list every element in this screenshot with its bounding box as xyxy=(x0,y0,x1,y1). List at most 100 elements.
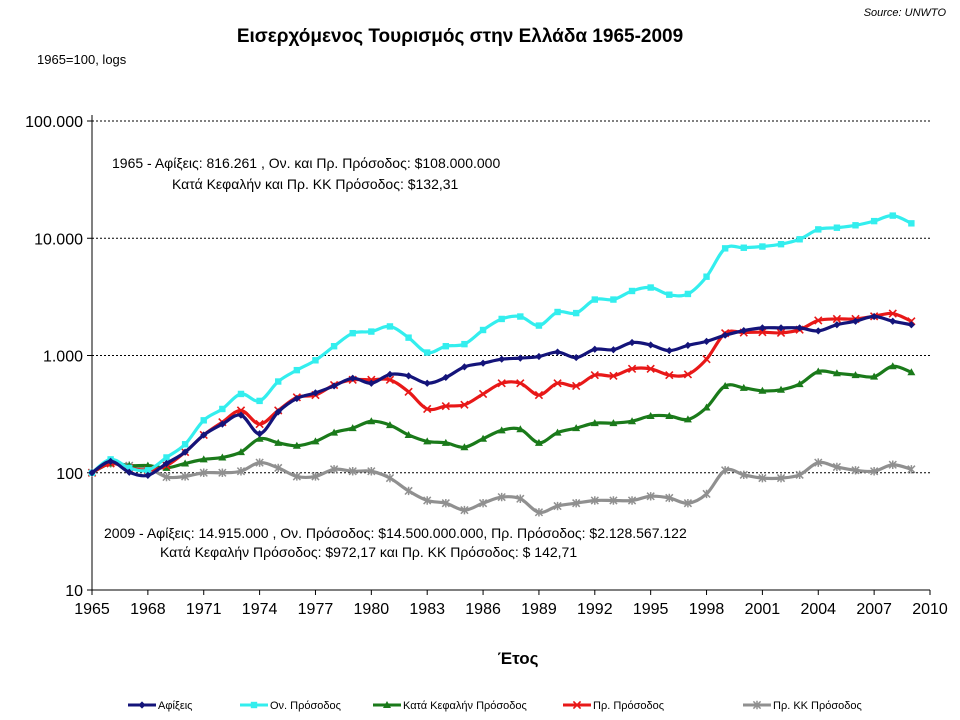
data-point xyxy=(758,386,767,394)
data-point xyxy=(236,406,246,415)
data-point xyxy=(181,448,189,456)
scale-note: 1965=100, logs xyxy=(37,52,127,67)
data-point xyxy=(516,354,524,362)
data-point xyxy=(478,389,488,399)
data-point xyxy=(423,404,432,414)
data-point xyxy=(126,464,133,472)
data-point xyxy=(646,411,655,419)
data-point xyxy=(143,461,152,469)
data-point xyxy=(683,370,693,379)
data-point xyxy=(312,357,319,364)
data-point xyxy=(516,425,525,433)
data-point xyxy=(758,328,767,337)
data-point xyxy=(572,353,580,362)
data-point xyxy=(851,466,860,475)
data-point xyxy=(163,454,170,461)
data-point xyxy=(814,367,823,375)
data-point xyxy=(441,438,450,446)
data-point xyxy=(516,379,525,388)
data-point xyxy=(404,486,413,496)
data-point xyxy=(702,355,711,364)
annotation-2009-line2: Κατά Κεφαλήν Πρόσοδος: $972,17 και Πρ. Κ… xyxy=(160,544,577,560)
x-tick-label: 1980 xyxy=(354,601,390,618)
data-point xyxy=(311,389,320,397)
x-tick-label: 2010 xyxy=(912,601,948,618)
data-point xyxy=(833,224,841,231)
data-point xyxy=(125,468,133,476)
data-point xyxy=(590,370,599,380)
grid xyxy=(92,120,930,474)
x-axis-label: Έτος xyxy=(498,649,539,668)
data-point xyxy=(610,296,617,303)
data-point xyxy=(162,459,171,468)
data-point xyxy=(907,368,916,376)
data-point xyxy=(553,501,562,511)
data-point xyxy=(740,244,747,251)
y-tick-label: 100.000 xyxy=(25,114,83,131)
data-point xyxy=(367,379,375,387)
chart-title: Εισερχόμενος Τουρισμός στην Ελλάδα 1965-… xyxy=(237,26,683,47)
data-point xyxy=(702,489,711,499)
data-point xyxy=(739,470,748,480)
data-point xyxy=(907,321,915,329)
data-point xyxy=(255,458,264,467)
data-point xyxy=(180,472,190,481)
data-point xyxy=(776,473,786,483)
series-line xyxy=(91,314,912,478)
data-point xyxy=(385,473,395,483)
legend-marker xyxy=(752,700,762,710)
data-point xyxy=(274,438,283,446)
data-point xyxy=(554,308,561,316)
data-point xyxy=(553,428,562,436)
data-point xyxy=(423,437,432,445)
data-point xyxy=(647,284,654,291)
data-point xyxy=(758,324,766,332)
data-point xyxy=(311,437,320,445)
data-point xyxy=(535,322,543,329)
data-point xyxy=(758,473,767,483)
x-tick-label: 1989 xyxy=(521,601,557,618)
data-point xyxy=(404,372,413,380)
data-point xyxy=(628,417,637,425)
data-point xyxy=(181,459,190,467)
source-label: Source: UNWTO xyxy=(864,7,947,19)
legend-item-1: Ον. Πρόσοδος xyxy=(240,700,341,712)
series-line xyxy=(91,311,913,475)
data-point xyxy=(497,379,506,388)
data-point xyxy=(647,341,655,349)
data-point xyxy=(274,463,283,473)
data-point xyxy=(628,287,636,295)
legend-marker xyxy=(572,700,582,710)
data-point xyxy=(572,309,580,317)
x-tick-label: 1995 xyxy=(633,601,669,618)
data-point xyxy=(703,273,710,280)
data-point xyxy=(646,492,655,501)
data-point xyxy=(609,346,618,354)
data-point xyxy=(330,428,339,436)
data-point xyxy=(442,373,450,382)
data-point xyxy=(683,498,693,508)
data-point xyxy=(609,496,618,505)
data-point xyxy=(368,328,375,335)
data-point xyxy=(385,421,394,429)
data-point xyxy=(517,313,524,320)
data-point xyxy=(498,315,505,323)
data-point xyxy=(479,359,487,367)
data-point xyxy=(88,469,96,477)
series-2 xyxy=(88,362,916,476)
series-1 xyxy=(88,212,915,476)
data-point xyxy=(162,472,171,482)
data-point xyxy=(516,494,525,503)
data-point xyxy=(572,424,581,432)
data-point xyxy=(218,453,227,461)
data-point xyxy=(795,380,804,388)
data-point xyxy=(460,363,469,371)
data-point xyxy=(888,460,897,469)
data-point xyxy=(777,240,785,248)
data-point xyxy=(666,291,673,298)
data-point xyxy=(330,382,338,390)
data-point xyxy=(889,317,897,325)
x-tick-label: 1986 xyxy=(465,601,501,618)
data-point xyxy=(815,226,822,233)
legend-label: Ον. Πρόσοδος xyxy=(270,700,341,712)
